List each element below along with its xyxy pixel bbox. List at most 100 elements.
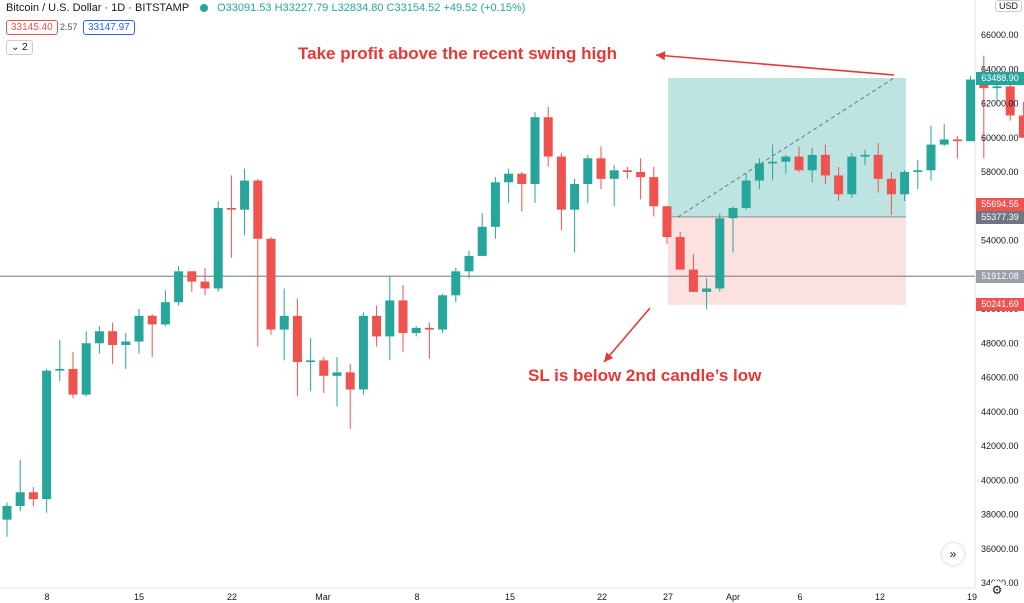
ohlc-low: L32834.80 bbox=[331, 2, 384, 14]
candle bbox=[200, 267, 210, 296]
candle bbox=[820, 144, 830, 184]
candle bbox=[504, 168, 514, 203]
candle-body bbox=[1005, 86, 1015, 116]
candle bbox=[583, 154, 593, 203]
candle bbox=[754, 158, 764, 190]
candle-body bbox=[319, 360, 329, 376]
candle bbox=[570, 178, 580, 253]
candle bbox=[108, 322, 118, 364]
candle-body bbox=[715, 218, 725, 289]
x-tick-label: 8 bbox=[44, 592, 49, 602]
candle bbox=[55, 339, 65, 381]
candle-body bbox=[768, 161, 778, 164]
ohlc-open: O33091.53 bbox=[217, 2, 272, 14]
indicator-count: 2 bbox=[22, 42, 28, 53]
candle bbox=[517, 172, 527, 212]
candle-body bbox=[570, 183, 580, 210]
candle-body bbox=[332, 372, 342, 376]
profit-zone bbox=[668, 78, 906, 217]
x-tick-label: Apr bbox=[726, 592, 740, 602]
candle bbox=[688, 254, 698, 292]
stop-loss-arrow-head bbox=[604, 352, 614, 362]
candle-body bbox=[649, 177, 659, 207]
indicator-toggle[interactable]: ⌄ 2 bbox=[6, 40, 33, 55]
y-tick-label: 48000.00 bbox=[981, 338, 1019, 348]
candle bbox=[834, 166, 844, 202]
x-tick-label: 27 bbox=[663, 592, 673, 602]
y-tick-label: 60000.00 bbox=[981, 133, 1019, 143]
candle bbox=[451, 267, 461, 303]
candle-body bbox=[966, 79, 976, 142]
candle-body bbox=[424, 327, 434, 330]
ohlc-change: +49.52 (+0.15%) bbox=[443, 2, 526, 14]
candle-body bbox=[504, 173, 514, 183]
candle bbox=[900, 170, 910, 202]
candle bbox=[926, 125, 936, 181]
double-chevron-right-icon[interactable]: » bbox=[942, 543, 964, 565]
y-tick-label: 54000.00 bbox=[981, 236, 1019, 246]
candle-body bbox=[253, 180, 263, 239]
candle bbox=[477, 213, 487, 256]
gear-icon[interactable]: ⚙ bbox=[988, 581, 1006, 599]
candle-body bbox=[913, 170, 923, 172]
candle-body bbox=[174, 271, 184, 303]
candle bbox=[94, 326, 104, 354]
x-tick-label: 6 bbox=[797, 592, 802, 602]
x-tick-label: Mar bbox=[315, 592, 331, 602]
candle bbox=[345, 363, 355, 429]
candle-body bbox=[490, 182, 500, 227]
stop-price-label: 50241.69 bbox=[976, 298, 1024, 311]
candle bbox=[649, 166, 659, 217]
candle-body bbox=[636, 172, 646, 178]
candle-body bbox=[596, 158, 606, 179]
candle bbox=[490, 177, 500, 239]
candle bbox=[42, 368, 52, 513]
candle bbox=[438, 293, 448, 333]
candle bbox=[372, 305, 382, 347]
candle-body bbox=[886, 178, 896, 195]
ohlc-high: H33227.79 bbox=[274, 2, 329, 14]
target-price-label: 63488.90 bbox=[976, 72, 1024, 85]
candle-body bbox=[345, 372, 355, 390]
stop-loss-arrow bbox=[603, 307, 651, 363]
candle-body bbox=[451, 271, 461, 296]
y-tick-label: 36000.00 bbox=[981, 544, 1019, 554]
candle bbox=[253, 178, 263, 347]
candle-body bbox=[464, 255, 474, 272]
y-tick-label: 40000.00 bbox=[981, 475, 1019, 485]
candle-body bbox=[279, 315, 289, 330]
candle bbox=[860, 149, 870, 166]
y-tick-label: 62000.00 bbox=[981, 99, 1019, 109]
candle-body bbox=[556, 156, 566, 210]
trade-path-line bbox=[677, 77, 895, 218]
candle-body bbox=[860, 154, 870, 157]
currency-selector[interactable]: USD bbox=[994, 0, 1022, 12]
candle-body bbox=[926, 144, 936, 171]
candle-body bbox=[213, 207, 223, 289]
candle bbox=[886, 172, 896, 215]
candle bbox=[411, 326, 421, 337]
candle-body bbox=[438, 295, 448, 330]
candle-body bbox=[702, 288, 712, 292]
y-tick-label: 46000.00 bbox=[981, 373, 1019, 383]
candle bbox=[121, 332, 131, 369]
candle bbox=[794, 146, 804, 172]
y-tick-label: 64000.00 bbox=[981, 64, 1019, 74]
candle-body bbox=[662, 206, 672, 238]
candle-body bbox=[781, 156, 791, 162]
buy-price-button[interactable]: 33147.97 bbox=[83, 20, 135, 35]
y-tick-label: 66000.00 bbox=[981, 30, 1019, 40]
take-profit-arrow-head bbox=[656, 51, 666, 61]
candle-body bbox=[622, 170, 632, 172]
sell-price-button[interactable]: 33145.40 bbox=[6, 20, 58, 35]
candle-body bbox=[1018, 115, 1024, 138]
candle-body bbox=[358, 315, 368, 390]
candle bbox=[966, 76, 976, 142]
candle bbox=[226, 175, 236, 258]
current-price-label: 55694.55 bbox=[976, 198, 1024, 211]
candle-body bbox=[411, 327, 421, 333]
candle bbox=[556, 153, 566, 231]
candle bbox=[715, 213, 725, 292]
candle-body bbox=[900, 172, 910, 195]
